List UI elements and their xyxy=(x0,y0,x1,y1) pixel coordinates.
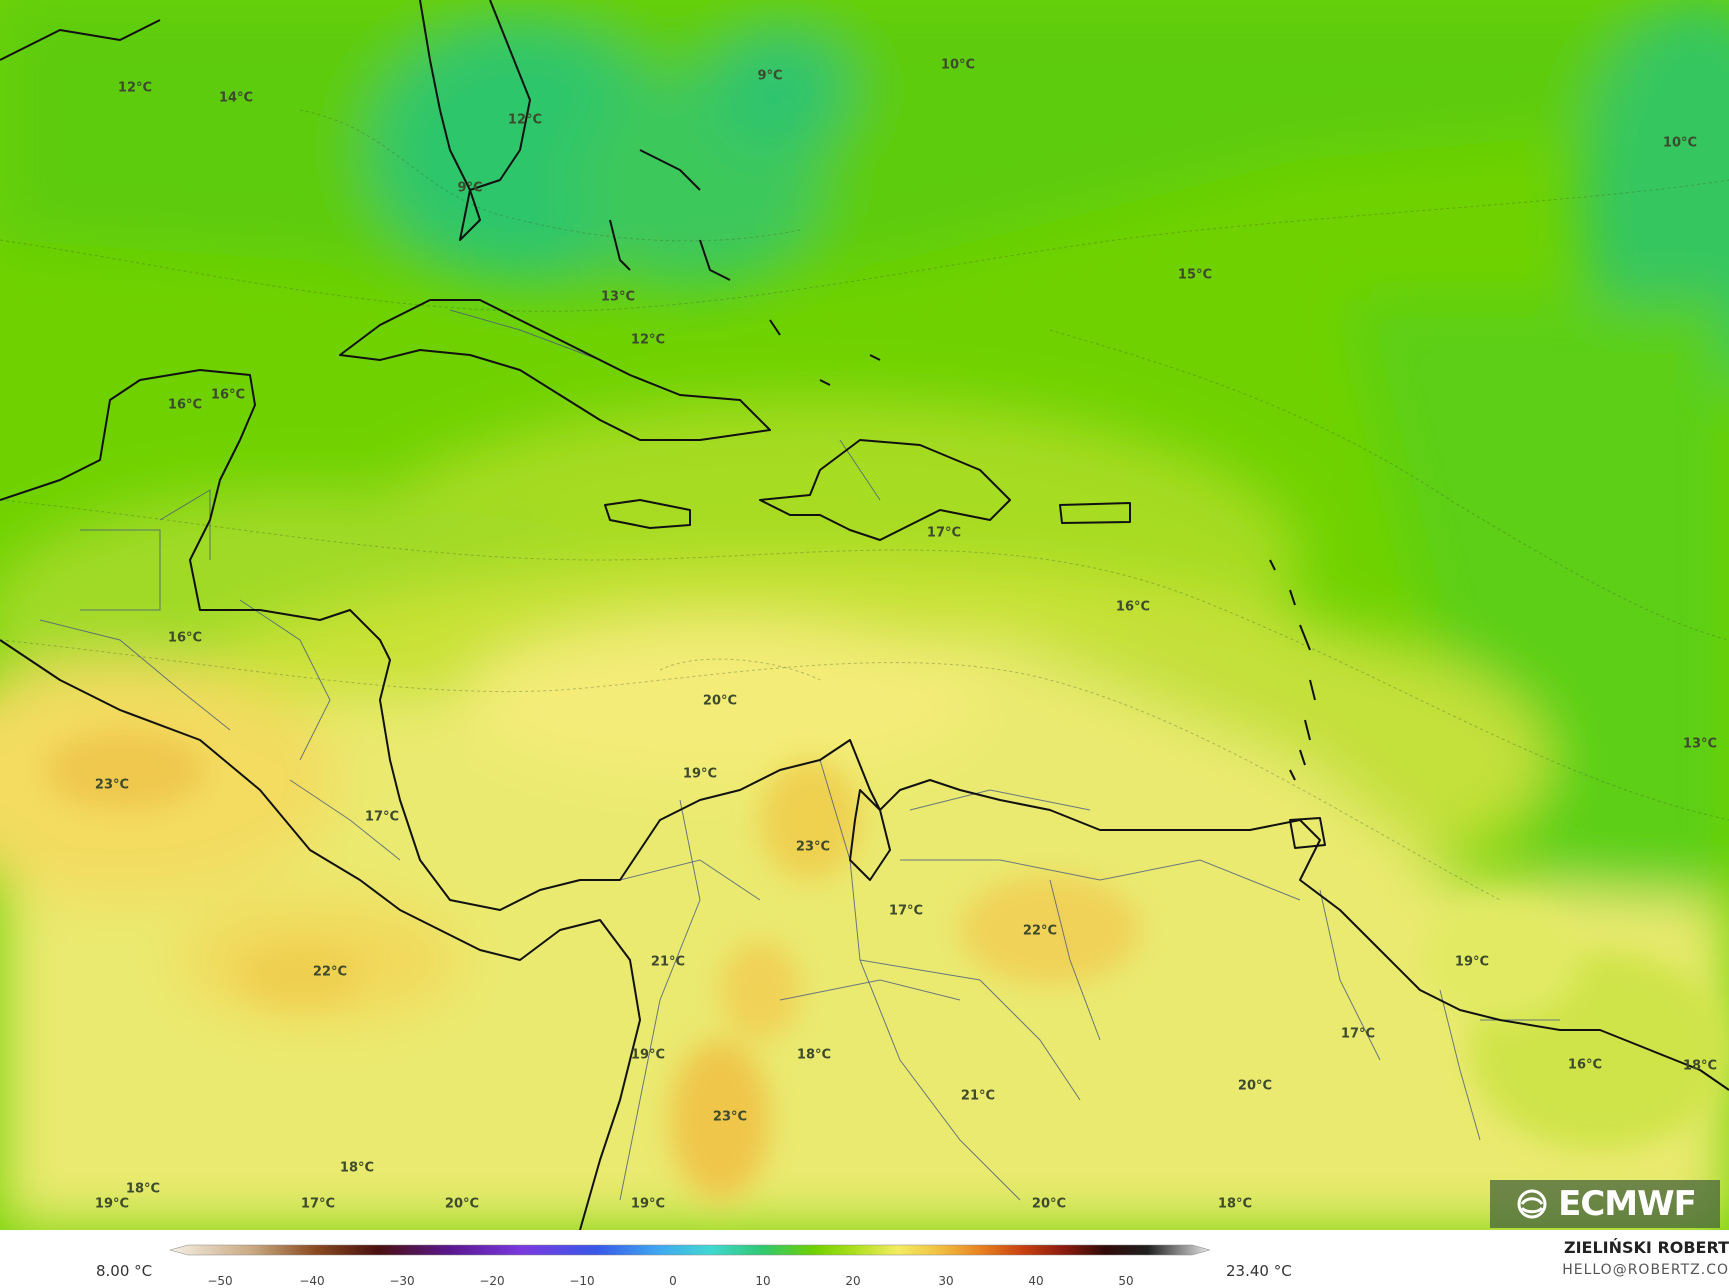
colorbar-tick-label: 20 xyxy=(845,1274,861,1288)
colorbar-tick-label: −50 xyxy=(207,1274,233,1288)
temperature-label: 12°C xyxy=(507,112,543,128)
temperature-label: 19°C xyxy=(630,1196,666,1212)
temperature-label: 18°C xyxy=(796,1047,832,1063)
temperature-label: 21°C xyxy=(960,1088,996,1104)
legend-max-label: 23.40 °C xyxy=(1226,1262,1292,1280)
ecmwf-logo: ECMWF xyxy=(1490,1180,1720,1228)
temperature-label: 17°C xyxy=(1340,1026,1376,1042)
logo-text: ECMWF xyxy=(1558,1184,1697,1224)
temperature-label: 23°C xyxy=(712,1109,748,1125)
temperature-label: 19°C xyxy=(630,1047,666,1063)
temperature-label: 17°C xyxy=(300,1196,336,1212)
temperature-label: 19°C xyxy=(94,1196,130,1212)
temperature-label: 20°C xyxy=(444,1196,480,1212)
temperature-label: 18°C xyxy=(1682,1058,1718,1074)
colorbar-tick-label: −20 xyxy=(479,1274,505,1288)
author-email: HELLO@ROBERTZ.CO xyxy=(1562,1262,1729,1278)
temperature-label: 19°C xyxy=(682,766,718,782)
colorbar-tick-label: 50 xyxy=(1118,1274,1134,1288)
temperature-label: 17°C xyxy=(926,525,962,541)
temperature-label: 10°C xyxy=(1662,135,1698,151)
temperature-label: 18°C xyxy=(125,1181,161,1197)
temperature-label: 13°C xyxy=(1682,736,1718,752)
colorbar-tick-label: −40 xyxy=(299,1274,325,1288)
colorbar-tick-label: 10 xyxy=(755,1274,771,1288)
temperature-label: 9°C xyxy=(457,180,483,196)
temperature-label: 16°C xyxy=(167,397,203,413)
colorbar-tick-label: −10 xyxy=(569,1274,595,1288)
colorbar-tick-label: 30 xyxy=(938,1274,954,1288)
legend-min-label: 8.00 °C xyxy=(96,1262,153,1280)
weather-map: 12°C 14°C 9°C 12°C 9°C 10°C 10°C 13°C 12°C 15°C 16… xyxy=(0,0,1729,1230)
temperature-label: 20°C xyxy=(1031,1196,1067,1212)
temperature-label: 21°C xyxy=(650,954,686,970)
temperature-label: 15°C xyxy=(1177,267,1213,283)
colorbar-tick-label: 40 xyxy=(1028,1274,1044,1288)
temperature-label: 20°C xyxy=(702,693,738,709)
temperature-label: 17°C xyxy=(364,809,400,825)
temperature-label: 16°C xyxy=(210,387,246,403)
temperature-label: 23°C xyxy=(795,839,831,855)
temperature-label: 14°C xyxy=(218,90,254,106)
colorbar-tick-label: −30 xyxy=(389,1274,415,1288)
colorbar-tick-label: 0 xyxy=(669,1274,677,1288)
temperature-label: 9°C xyxy=(757,68,783,84)
colorbar xyxy=(170,1244,1210,1256)
temperature-label: 16°C xyxy=(1567,1057,1603,1073)
temperature-label: 18°C xyxy=(1217,1196,1253,1212)
temperature-field xyxy=(0,0,1729,1230)
author-name: ZIELIŃSKI ROBERT xyxy=(1563,1238,1729,1257)
temperature-label: 10°C xyxy=(940,57,976,73)
ecmwf-swirl-icon xyxy=(1517,1189,1547,1219)
temperature-label: 22°C xyxy=(1022,923,1058,939)
temperature-label: 18°C xyxy=(339,1160,375,1176)
legend-footer xyxy=(0,1230,1729,1287)
temperature-label: 17°C xyxy=(888,903,924,919)
temperature-label: 13°C xyxy=(600,289,636,305)
temperature-label: 22°C xyxy=(312,964,348,980)
temperature-label: 19°C xyxy=(1454,954,1490,970)
temperature-label: 23°C xyxy=(94,777,130,793)
temperature-label: 12°C xyxy=(630,332,666,348)
temperature-label: 16°C xyxy=(167,630,203,646)
temperature-label: 12°C xyxy=(117,80,153,96)
temperature-label: 20°C xyxy=(1237,1078,1273,1094)
temperature-label: 16°C xyxy=(1115,599,1151,615)
